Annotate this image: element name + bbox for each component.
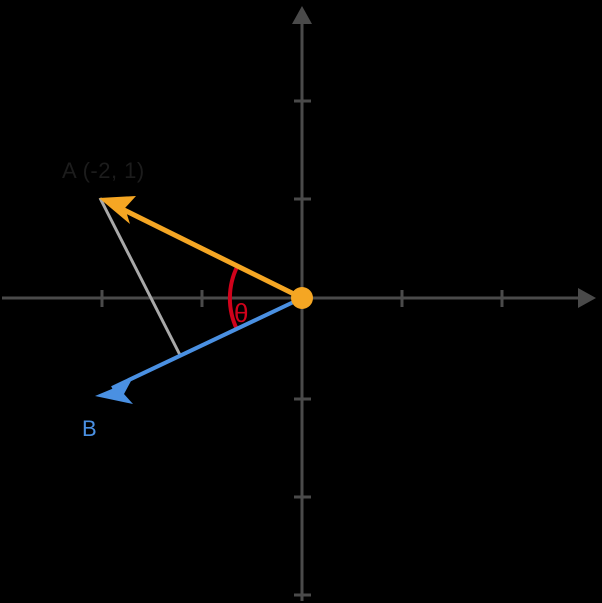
angle-theta-label: θ bbox=[234, 298, 249, 328]
y-axis-arrowhead-icon bbox=[292, 6, 312, 24]
angle-arc-theta bbox=[227, 265, 240, 331]
vector-b-group bbox=[95, 296, 303, 404]
x-axis-arrowhead-icon bbox=[578, 288, 596, 308]
vector-b-shaft bbox=[111, 296, 303, 390]
vector-a-group bbox=[99, 196, 304, 301]
vector-a-label: A (-2, 1) bbox=[62, 158, 145, 183]
vector-b-arrowhead-icon bbox=[95, 381, 133, 404]
origin-point-marker bbox=[291, 287, 313, 309]
vector-b-label: B bbox=[82, 416, 97, 441]
vector-a-shaft bbox=[118, 205, 304, 301]
vector-a-arrowhead-icon bbox=[99, 196, 136, 224]
projection-helper-line bbox=[98, 197, 183, 358]
